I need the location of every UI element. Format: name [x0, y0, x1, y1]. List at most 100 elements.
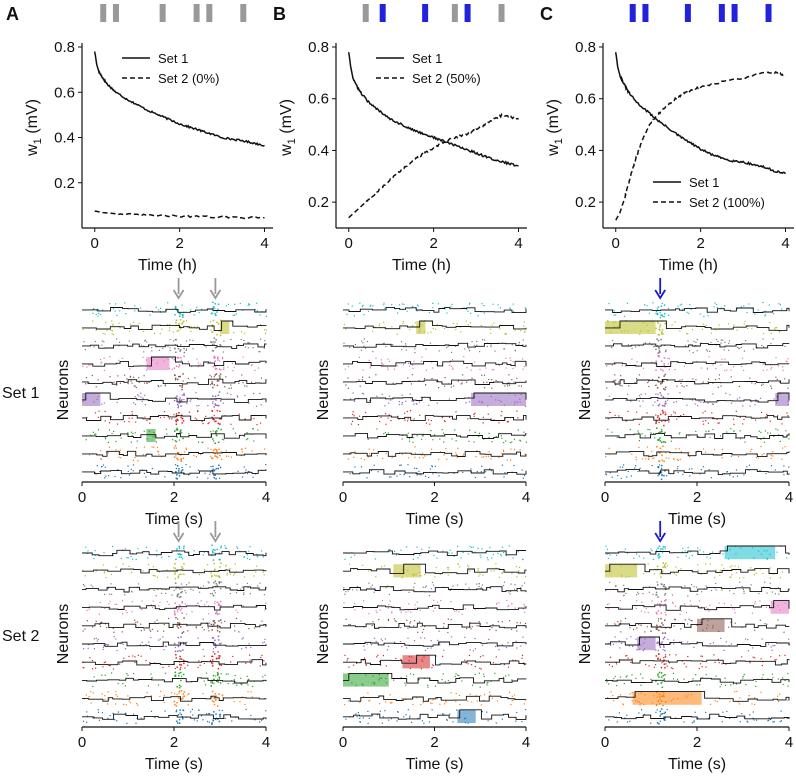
stim-dot: [219, 600, 222, 603]
spike-dot: [523, 431, 525, 433]
stim-dot: [216, 624, 219, 627]
spike-dot: [739, 430, 741, 432]
stim-dot: [656, 313, 659, 316]
spike-dot: [627, 470, 629, 472]
spike-dot: [755, 680, 757, 683]
stim-dot: [174, 306, 177, 308]
spike-dot: [230, 423, 232, 425]
spike-dot: [399, 473, 401, 476]
stim-dot: [215, 399, 217, 401]
spike-dot: [452, 721, 454, 723]
spike-dot: [201, 441, 203, 444]
stim-dot: [214, 646, 217, 649]
stimulus-arrow-head: [172, 532, 185, 543]
spike-dot: [95, 637, 97, 639]
spike-dot: [390, 702, 392, 704]
spike-dot: [618, 712, 620, 714]
spike-dot: [647, 458, 650, 460]
spike-dot: [754, 629, 756, 631]
spike-dot: [263, 641, 265, 643]
spike-dot: [605, 473, 607, 475]
spike-dot: [476, 450, 478, 452]
spike-dot: [447, 618, 449, 620]
spike-dot: [618, 415, 620, 417]
spike-dot: [667, 393, 669, 395]
spike-dot: [241, 451, 243, 453]
spike-dot: [208, 613, 210, 615]
stim-dot: [218, 464, 220, 467]
spike-dot: [254, 308, 256, 310]
spike-dot: [705, 451, 707, 453]
stim-dot: [212, 365, 215, 368]
spike-dot: [175, 467, 177, 470]
stim-dot: [656, 642, 658, 644]
spike-dot: [146, 382, 148, 384]
spike-dot: [689, 475, 691, 477]
spike-dot: [489, 328, 491, 330]
spike-dot: [199, 591, 201, 593]
spike-dot: [420, 668, 422, 670]
spike-dot: [650, 432, 652, 434]
spike-dot: [490, 570, 492, 572]
spike-dot: [744, 320, 746, 323]
spike-dot: [244, 703, 246, 705]
spike-dot: [456, 709, 458, 711]
stim-dot: [176, 625, 178, 627]
spike-dot: [781, 423, 783, 425]
spike-dot: [700, 607, 702, 610]
stim-dot: [174, 614, 176, 616]
spike-dot: [223, 367, 225, 369]
stim-dot: [218, 582, 221, 584]
stim-dot: [175, 420, 177, 423]
spike-dot: [431, 448, 433, 450]
spike-dot: [156, 446, 159, 448]
spike-dot: [656, 709, 658, 711]
spike-dot: [635, 465, 637, 467]
spike-dot: [174, 572, 176, 574]
spike-dot: [713, 654, 715, 656]
spike-dot: [260, 324, 262, 326]
spike-dot: [178, 439, 180, 441]
panel-letter-b: B: [273, 4, 286, 24]
spike-dot: [409, 622, 411, 624]
spike-dot: [695, 674, 697, 676]
spike-dot: [146, 341, 148, 343]
spike-dot: [628, 645, 630, 647]
spike-dot: [495, 563, 497, 565]
spike-dot: [169, 339, 171, 341]
stim-dot: [661, 404, 664, 407]
spike-dot: [253, 440, 255, 442]
spike-dot: [452, 323, 454, 325]
spike-dot: [705, 430, 707, 433]
spike-dot: [742, 675, 744, 677]
y-tick-label: 0.6: [54, 84, 75, 101]
stim-dot: [655, 680, 657, 682]
spike-dot: [414, 352, 416, 354]
spike-dot: [733, 430, 735, 432]
spike-dot: [409, 393, 411, 395]
spike-dot: [441, 713, 444, 715]
series-line: [614, 52, 787, 175]
spike-dot: [420, 637, 422, 639]
spike-dot: [788, 466, 790, 468]
spike-dot: [495, 602, 498, 605]
spike-dot: [106, 644, 109, 646]
stim-dot: [214, 549, 216, 551]
spike-dot: [208, 630, 210, 632]
spike-dot: [492, 662, 495, 664]
spike-dot: [95, 620, 97, 622]
spike-dot: [261, 620, 263, 622]
spike-dot: [729, 717, 731, 719]
spike-dot: [627, 552, 629, 554]
spike-dot: [252, 685, 254, 688]
spike-dot: [673, 625, 675, 627]
spike-dot: [393, 606, 395, 608]
spike-dot: [132, 470, 134, 472]
spike-dot: [128, 474, 130, 476]
spike-dot: [787, 685, 789, 687]
spike-dot: [131, 417, 133, 419]
spike-dot: [495, 645, 497, 648]
spike-dot: [414, 348, 416, 350]
